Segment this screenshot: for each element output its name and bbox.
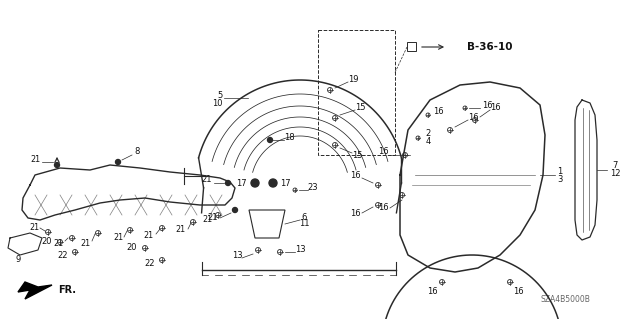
Text: 9: 9 bbox=[15, 256, 20, 264]
Text: 21: 21 bbox=[143, 231, 153, 240]
Text: 21: 21 bbox=[113, 233, 123, 241]
Text: 10: 10 bbox=[212, 99, 223, 108]
Text: 16: 16 bbox=[349, 209, 360, 218]
Text: 17: 17 bbox=[236, 179, 246, 188]
Text: 21: 21 bbox=[53, 240, 63, 249]
Text: 2: 2 bbox=[426, 129, 431, 137]
Text: 16: 16 bbox=[427, 286, 437, 295]
Text: 21: 21 bbox=[175, 226, 185, 234]
Text: 16: 16 bbox=[349, 170, 360, 180]
Text: 21: 21 bbox=[202, 175, 212, 184]
Circle shape bbox=[269, 179, 277, 187]
Text: 20: 20 bbox=[42, 238, 52, 247]
Text: 5: 5 bbox=[218, 91, 223, 100]
Text: 16: 16 bbox=[490, 102, 500, 112]
Text: 13: 13 bbox=[232, 250, 243, 259]
Text: 17: 17 bbox=[280, 179, 291, 188]
Bar bbox=[407, 42, 416, 51]
Text: 16: 16 bbox=[433, 107, 444, 115]
Text: 16: 16 bbox=[513, 286, 524, 295]
Text: 6: 6 bbox=[301, 212, 307, 221]
Text: 16: 16 bbox=[378, 204, 388, 212]
Text: 21: 21 bbox=[30, 154, 40, 164]
Text: 20: 20 bbox=[127, 243, 137, 253]
Text: 18: 18 bbox=[284, 132, 294, 142]
Text: 21: 21 bbox=[80, 240, 90, 249]
Circle shape bbox=[232, 207, 237, 212]
Text: 13: 13 bbox=[294, 244, 305, 254]
Text: 21: 21 bbox=[202, 216, 212, 225]
Text: B-36-10: B-36-10 bbox=[467, 42, 513, 52]
Text: 7: 7 bbox=[612, 161, 618, 170]
Text: SZA4B5000B: SZA4B5000B bbox=[540, 295, 590, 305]
Text: 16: 16 bbox=[482, 100, 492, 109]
Text: 22: 22 bbox=[58, 250, 68, 259]
Text: 12: 12 bbox=[610, 168, 620, 177]
Text: 4: 4 bbox=[426, 137, 431, 145]
Circle shape bbox=[225, 181, 230, 186]
Bar bbox=[318, 30, 395, 155]
Circle shape bbox=[268, 137, 273, 143]
Polygon shape bbox=[18, 282, 52, 299]
Text: 11: 11 bbox=[299, 219, 309, 228]
Text: 15: 15 bbox=[355, 102, 365, 112]
Text: 21: 21 bbox=[29, 224, 39, 233]
Text: 1: 1 bbox=[557, 167, 563, 175]
Text: 3: 3 bbox=[557, 175, 563, 184]
Text: 8: 8 bbox=[134, 147, 140, 157]
Text: FR.: FR. bbox=[58, 285, 76, 295]
Text: 21: 21 bbox=[208, 213, 218, 222]
Text: 19: 19 bbox=[348, 75, 358, 84]
Circle shape bbox=[251, 179, 259, 187]
Text: 15: 15 bbox=[352, 151, 362, 160]
Circle shape bbox=[54, 162, 60, 167]
Circle shape bbox=[115, 160, 120, 165]
Text: 16: 16 bbox=[468, 113, 478, 122]
Text: 22: 22 bbox=[145, 258, 156, 268]
Text: 16: 16 bbox=[378, 146, 388, 155]
Text: 23: 23 bbox=[308, 182, 318, 191]
